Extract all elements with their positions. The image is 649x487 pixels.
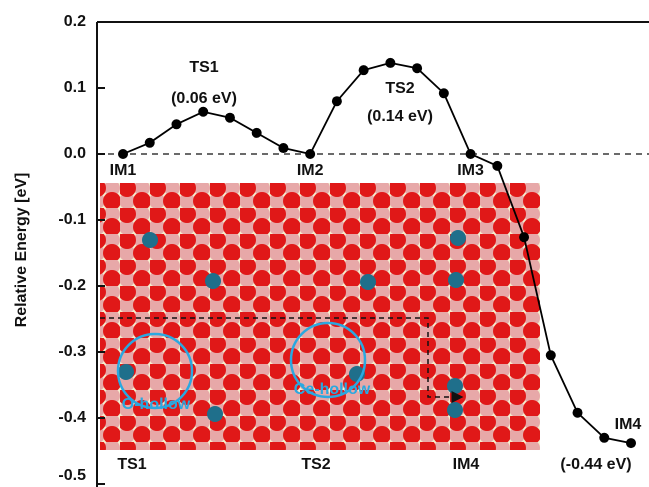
y-tick-label: 0.1 <box>64 79 86 96</box>
point <box>225 113 235 123</box>
annotation: (0.14 eV) <box>367 108 433 125</box>
state-label: IM2 <box>297 162 324 179</box>
point <box>599 433 609 443</box>
point <box>332 96 342 106</box>
point <box>171 119 181 129</box>
annotation: TS1 <box>189 59 218 76</box>
annotation: (-0.44 eV) <box>560 456 631 473</box>
chart: Relative Energy [eV] -0.5 -0.4 -0.3 -0.2 -0.… <box>0 0 649 487</box>
point <box>252 128 262 138</box>
site-label: Ce-hollow <box>294 381 371 398</box>
point <box>519 232 529 242</box>
site-label: O-hollow <box>122 396 191 413</box>
point <box>439 88 449 98</box>
y-tick-label: 0.2 <box>64 13 86 30</box>
annotation: (0.06 eV) <box>171 90 237 107</box>
point <box>145 138 155 148</box>
inset-label: IM4 <box>453 456 480 473</box>
point <box>278 143 288 153</box>
point <box>118 149 128 159</box>
inset-label: TS2 <box>301 456 330 473</box>
point <box>492 161 502 171</box>
page: Relative Energy [eV] -0.5 -0.4 -0.3 -0.2 -0.… <box>0 0 649 487</box>
state-label: IM4 <box>615 416 642 433</box>
point <box>546 350 556 360</box>
annotation: TS2 <box>385 80 414 97</box>
point <box>385 58 395 68</box>
point <box>198 107 208 117</box>
y-tick-label: -0.5 <box>58 467 86 484</box>
y-tick-label: -0.4 <box>58 409 86 426</box>
point <box>626 438 636 448</box>
y-axis-label: Relative Energy [eV] <box>13 173 30 328</box>
point <box>466 149 476 159</box>
y-tick-label: -0.3 <box>58 343 86 360</box>
y-tick-label: 0.0 <box>64 145 86 162</box>
y-tick-label: -0.2 <box>58 277 86 294</box>
state-label: IM1 <box>110 162 137 179</box>
y-tick-label: -0.1 <box>58 211 86 228</box>
point <box>412 63 422 73</box>
state-label: IM3 <box>457 162 484 179</box>
point <box>359 65 369 75</box>
point <box>305 149 315 159</box>
inset-label: TS1 <box>117 456 146 473</box>
point <box>573 408 583 418</box>
